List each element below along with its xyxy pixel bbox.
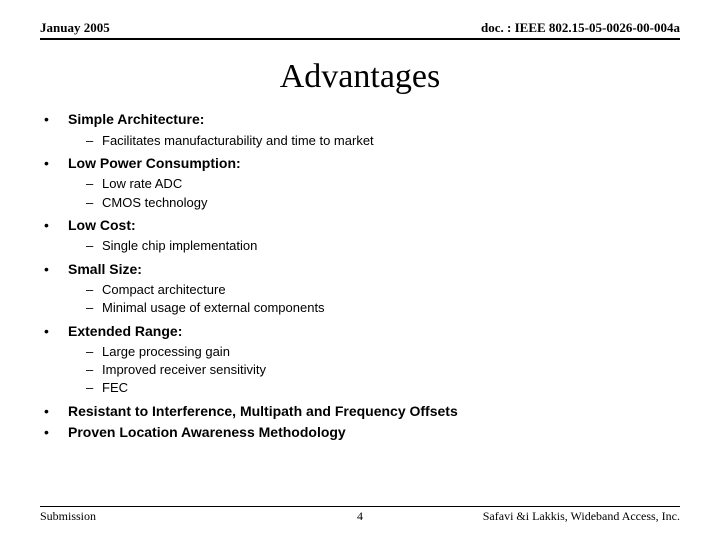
sub-item: Minimal usage of external components <box>86 299 680 317</box>
sub-item: Improved receiver sensitivity <box>86 361 680 379</box>
footer-bar: Submission 4 Safavi &i Lakkis, Wideband … <box>40 506 680 524</box>
sub-item: Low rate ADC <box>86 175 680 193</box>
bullet-heading: Low Power Consumption: <box>68 155 241 171</box>
sub-item: CMOS technology <box>86 194 680 212</box>
sub-list: Low rate ADC CMOS technology <box>68 175 680 211</box>
sub-list: Single chip implementation <box>68 237 680 255</box>
header-date: Januay 2005 <box>40 20 110 36</box>
sub-item: Compact architecture <box>86 281 680 299</box>
header-bar: Januay 2005 doc. : IEEE 802.15-05-0026-0… <box>40 20 680 40</box>
bullet-heading: Simple Architecture: <box>68 111 204 127</box>
sub-list: Compact architecture Minimal usage of ex… <box>68 281 680 317</box>
sub-item: Large processing gain <box>86 343 680 361</box>
bullet-item: Extended Range: Large processing gain Im… <box>40 322 680 398</box>
sub-item: Facilitates manufacturability and time t… <box>86 132 680 150</box>
bullet-heading: Low Cost: <box>68 217 136 233</box>
sub-list: Large processing gain Improved receiver … <box>68 343 680 398</box>
sub-list: Facilitates manufacturability and time t… <box>68 132 680 150</box>
bullet-item: Simple Architecture: Facilitates manufac… <box>40 110 680 150</box>
slide-title: Advantages <box>40 58 680 96</box>
bullet-item: Low Cost: Single chip implementation <box>40 216 680 256</box>
bullet-item: Small Size: Compact architecture Minimal… <box>40 260 680 318</box>
sub-item: FEC <box>86 379 680 397</box>
content-area: Simple Architecture: Facilitates manufac… <box>40 110 680 443</box>
bullet-item: Low Power Consumption: Low rate ADC CMOS… <box>40 154 680 212</box>
footer-right: Safavi &i Lakkis, Wideband Access, Inc. <box>483 509 680 524</box>
footer-left: Submission <box>40 509 96 524</box>
header-doc-id: doc. : IEEE 802.15-05-0026-00-004a <box>481 20 680 36</box>
bullet-item: Proven Location Awareness Methodology <box>40 423 680 443</box>
bullet-heading: Proven Location Awareness Methodology <box>68 424 346 440</box>
slide-page: Januay 2005 doc. : IEEE 802.15-05-0026-0… <box>0 0 720 540</box>
sub-item: Single chip implementation <box>86 237 680 255</box>
bullet-list: Simple Architecture: Facilitates manufac… <box>40 110 680 443</box>
bullet-heading: Extended Range: <box>68 323 182 339</box>
bullet-heading: Resistant to Interference, Multipath and… <box>68 403 458 419</box>
bullet-heading: Small Size: <box>68 261 142 277</box>
bullet-item: Resistant to Interference, Multipath and… <box>40 402 680 422</box>
